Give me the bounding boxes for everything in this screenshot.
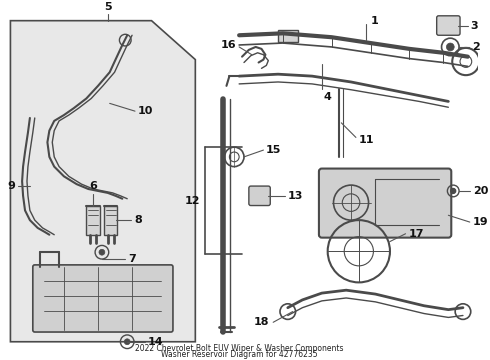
Text: 16: 16 xyxy=(220,40,236,50)
Text: 20: 20 xyxy=(473,186,488,196)
FancyBboxPatch shape xyxy=(437,16,460,35)
Text: 2022 Chevrolet Bolt EUV Wiper & Washer Components: 2022 Chevrolet Bolt EUV Wiper & Washer C… xyxy=(135,344,343,353)
FancyBboxPatch shape xyxy=(249,186,270,206)
Text: 2: 2 xyxy=(472,42,480,52)
Bar xyxy=(86,206,100,235)
Circle shape xyxy=(99,249,105,255)
Text: 19: 19 xyxy=(473,217,489,227)
Text: 8: 8 xyxy=(134,215,142,225)
Circle shape xyxy=(451,189,456,193)
Text: 10: 10 xyxy=(138,106,153,116)
Bar xyxy=(278,30,297,42)
Text: 3: 3 xyxy=(471,21,478,31)
Text: 11: 11 xyxy=(359,135,374,145)
Bar xyxy=(104,206,118,235)
Text: 7: 7 xyxy=(128,254,136,264)
Text: 4: 4 xyxy=(324,92,332,102)
Circle shape xyxy=(446,43,454,51)
FancyBboxPatch shape xyxy=(319,168,451,238)
Text: 6: 6 xyxy=(89,181,97,191)
Text: 18: 18 xyxy=(254,317,270,327)
Text: 15: 15 xyxy=(266,145,281,155)
Text: 13: 13 xyxy=(288,191,303,201)
Text: 5: 5 xyxy=(104,2,112,12)
Polygon shape xyxy=(10,21,196,342)
Text: 9: 9 xyxy=(7,181,15,191)
Circle shape xyxy=(124,339,130,345)
FancyBboxPatch shape xyxy=(33,265,173,332)
Text: 1: 1 xyxy=(370,16,378,26)
Text: 14: 14 xyxy=(147,337,163,347)
Text: 17: 17 xyxy=(409,229,424,239)
Text: Washer Reservoir Diagram for 42776235: Washer Reservoir Diagram for 42776235 xyxy=(161,350,318,359)
Text: 12: 12 xyxy=(185,196,200,206)
